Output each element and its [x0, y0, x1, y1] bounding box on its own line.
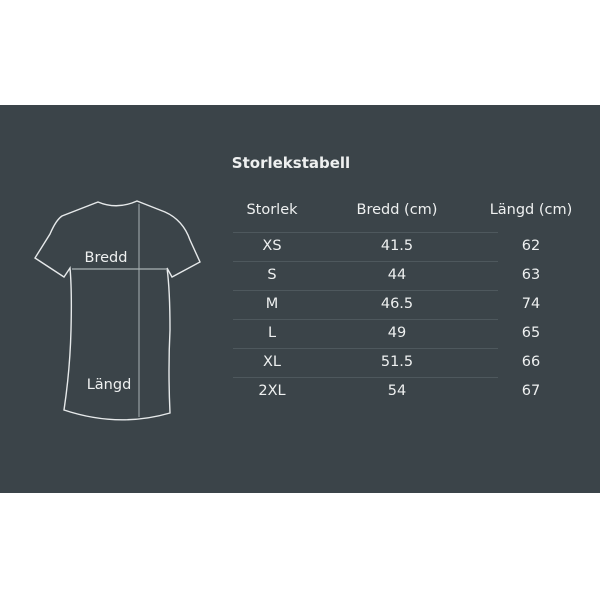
- column-header: Längd (cm): [489, 202, 573, 218]
- table-cell: 2XL: [258, 383, 286, 399]
- table-cell: M: [265, 296, 279, 312]
- chart-title: Storlekstabell: [231, 154, 351, 172]
- table-cell: L: [267, 325, 277, 341]
- table-cell: 67: [521, 383, 541, 399]
- row-divider: [233, 261, 498, 262]
- width-label: Bredd: [84, 250, 128, 266]
- table-cell: 54: [387, 383, 407, 399]
- table-cell: 74: [521, 296, 541, 312]
- table-cell: 63: [521, 267, 541, 283]
- table-cell: 65: [521, 325, 541, 341]
- table-cell: 51.5: [380, 354, 414, 370]
- table-cell: S: [267, 267, 277, 283]
- table-cell: XS: [262, 238, 282, 254]
- table-cell: 41.5: [380, 238, 414, 254]
- table-cell: 49: [387, 325, 407, 341]
- table-cell: 44: [387, 267, 407, 283]
- row-divider: [233, 319, 498, 320]
- column-header: Storlek: [246, 202, 298, 218]
- table-cell: 46.5: [380, 296, 414, 312]
- length-label: Längd: [86, 377, 132, 393]
- table-cell: XL: [262, 354, 282, 370]
- row-divider: [233, 290, 498, 291]
- table-cell: 62: [521, 238, 541, 254]
- row-divider: [233, 377, 498, 378]
- tshirt-diagram-icon: [34, 200, 201, 421]
- column-header: Bredd (cm): [356, 202, 438, 218]
- row-divider: [233, 232, 498, 233]
- size-chart-panel: [0, 105, 600, 493]
- table-cell: 66: [521, 354, 541, 370]
- row-divider: [233, 348, 498, 349]
